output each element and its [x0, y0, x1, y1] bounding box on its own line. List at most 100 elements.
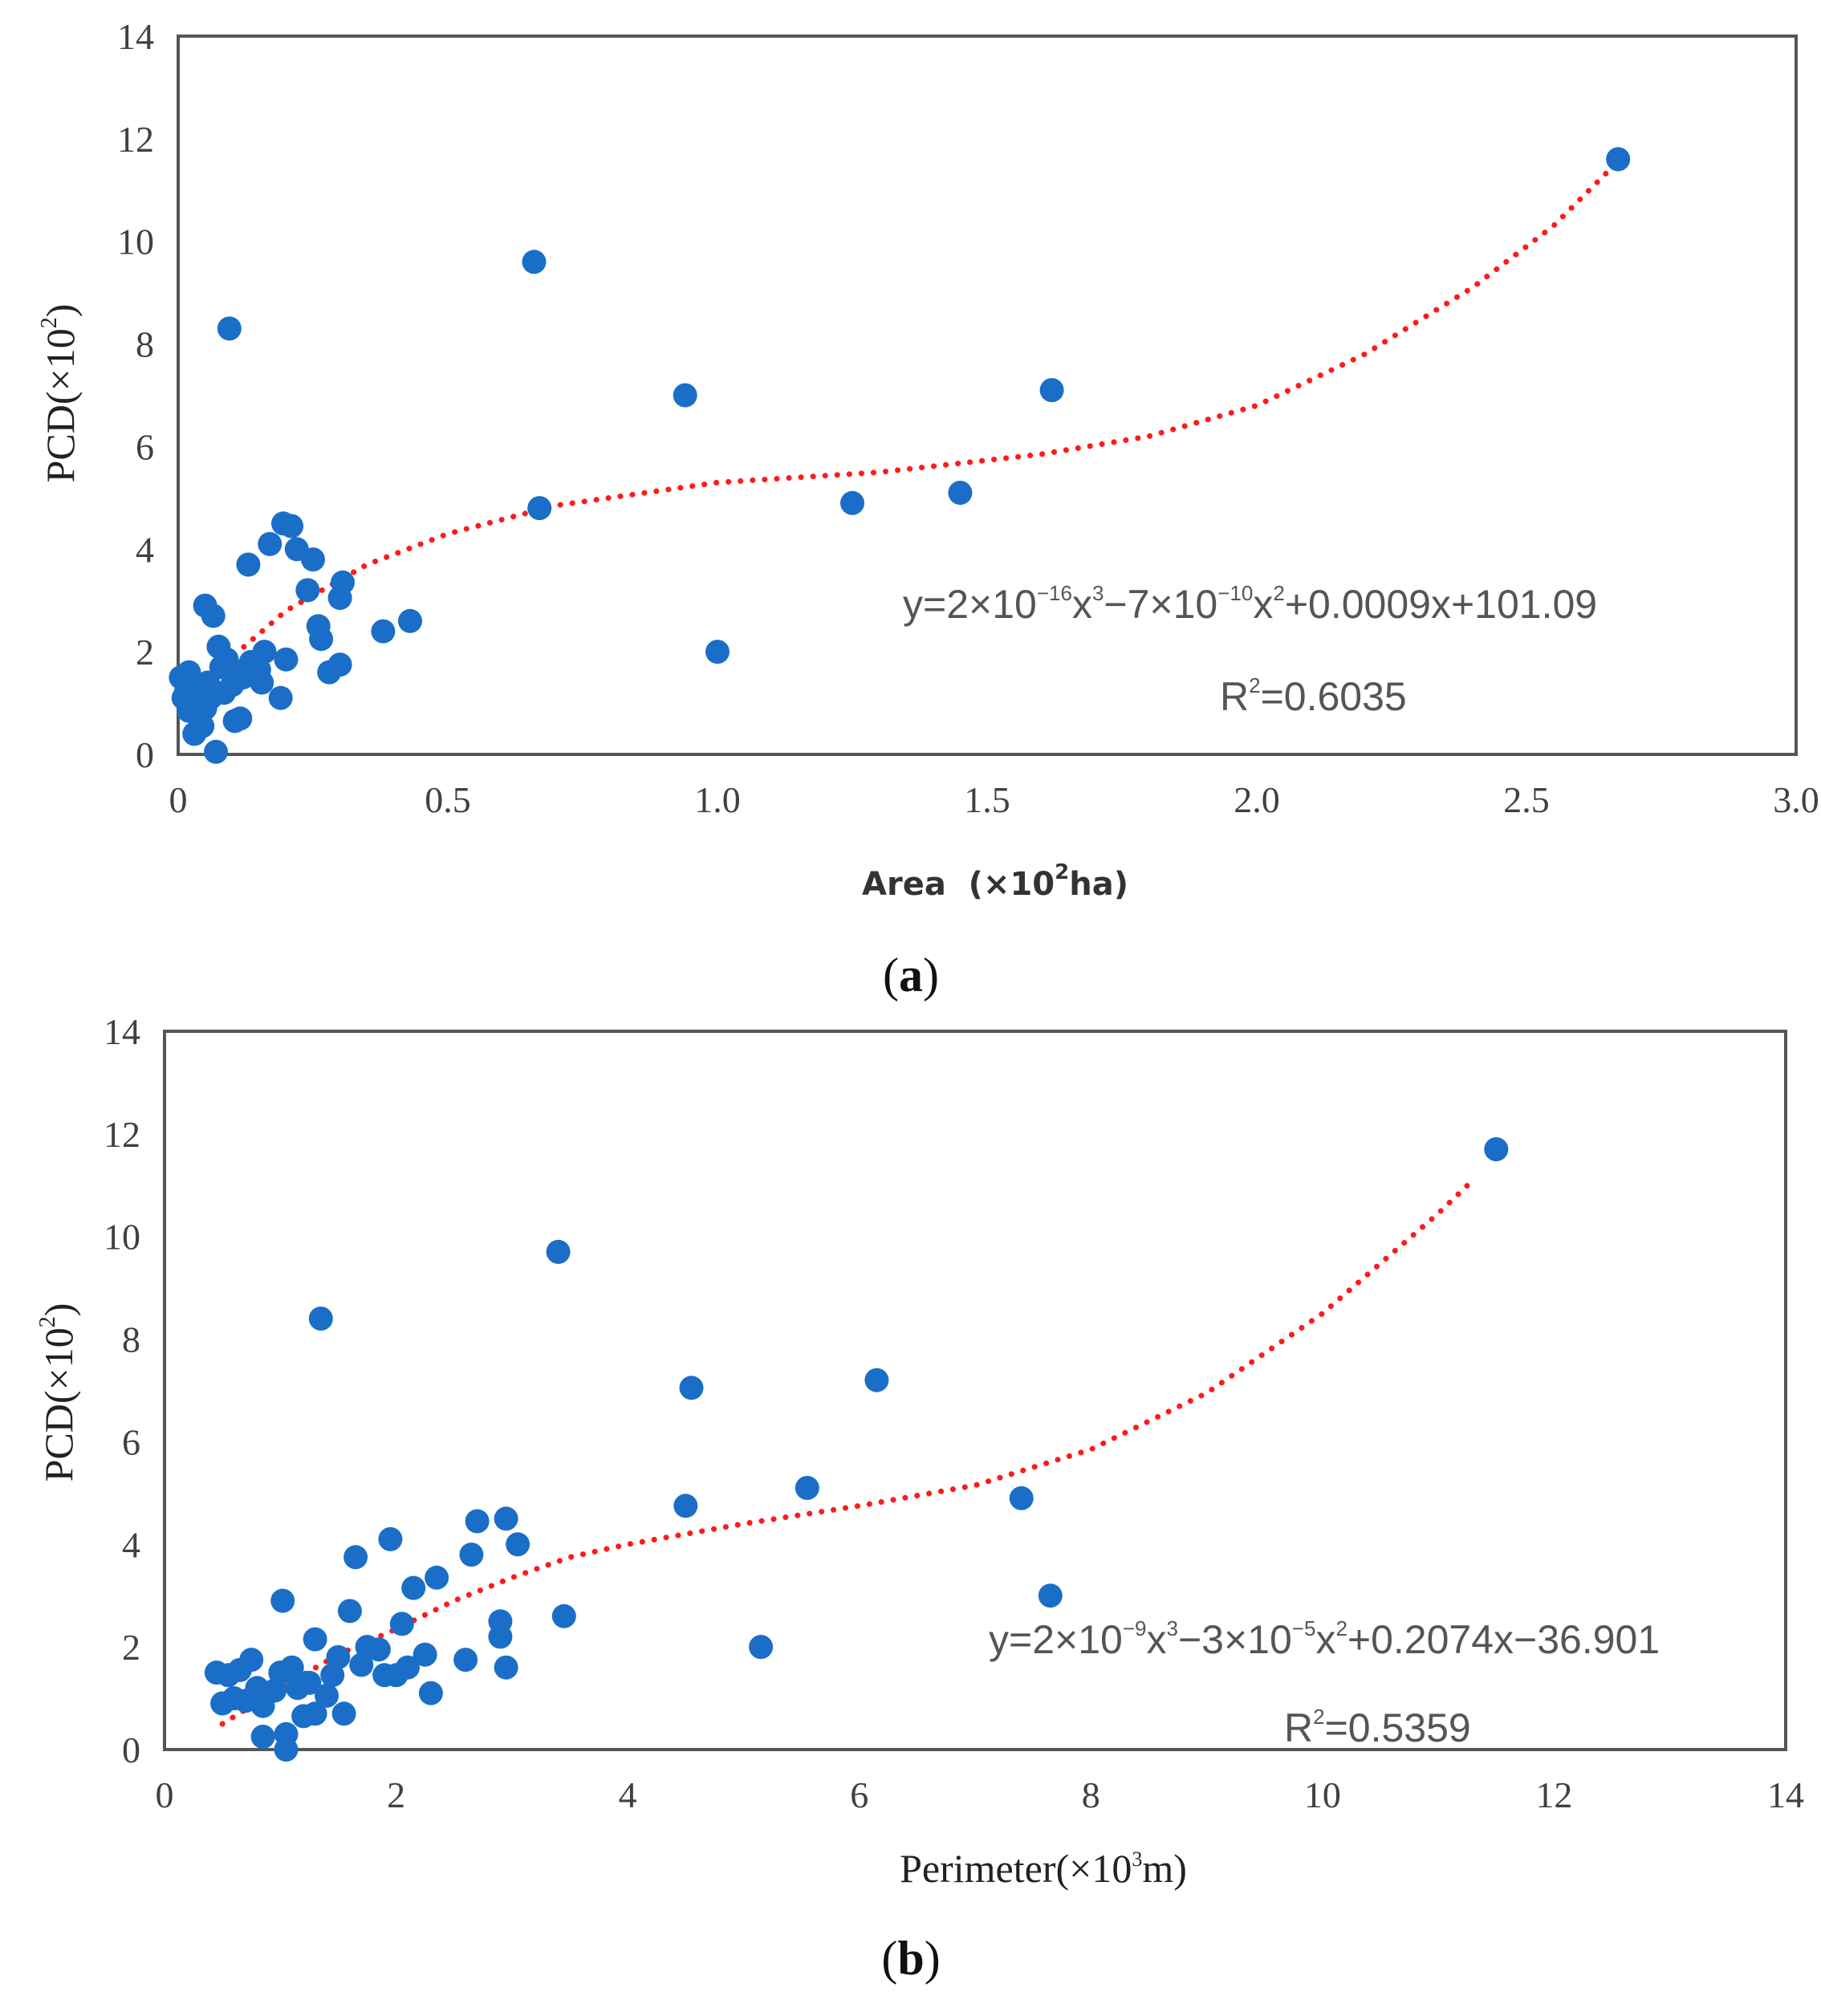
x-tick-label: 2.5: [1503, 779, 1550, 820]
data-point: [301, 547, 325, 572]
data-point: [398, 608, 422, 633]
data-point: [315, 1683, 339, 1708]
data-point: [250, 670, 274, 695]
equation-exponent: −16: [1037, 581, 1072, 605]
caption-letter: b: [897, 1932, 924, 1985]
trendline-equation: y=2×10−9x3−3×10−5x2+0.2074x−36.901: [989, 1616, 1660, 1662]
data-point: [1038, 1583, 1063, 1608]
data-point: [297, 1670, 322, 1695]
data-point: [250, 1725, 275, 1749]
y-tick-label: 12: [117, 119, 154, 160]
equation-part: −7×10: [1104, 582, 1217, 627]
x-tick-label: 2.0: [1234, 779, 1280, 820]
x-tick-label: 3.0: [1773, 779, 1819, 820]
data-point: [337, 1599, 362, 1624]
y-tick-label: 8: [122, 1319, 140, 1360]
x-axis-label-main: Area (×10: [862, 866, 1055, 903]
data-point: [204, 739, 228, 764]
equation-part: −3×10: [1178, 1617, 1292, 1662]
equation-part: x: [1072, 582, 1092, 627]
plot-area: [163, 1030, 1787, 1751]
y-tick-label: 4: [136, 529, 154, 570]
data-point: [459, 1542, 484, 1567]
caption-paren: ): [923, 949, 939, 1002]
x-axis-label-exponent: 3: [1132, 1847, 1142, 1871]
data-point: [331, 570, 355, 595]
data-point: [527, 496, 552, 521]
data-point: [236, 552, 261, 577]
data-point: [401, 1575, 426, 1600]
x-axis-label-main: Perimeter(×10: [900, 1846, 1132, 1891]
y-axis-label-main: PCD(×10: [38, 328, 83, 482]
data-point: [217, 316, 242, 341]
data-point: [389, 1612, 414, 1636]
data-point: [506, 1532, 530, 1557]
equation-exponent: 2: [1335, 1616, 1347, 1640]
x-tick-label: 1.0: [694, 779, 741, 820]
x-tick-label: 0.5: [425, 779, 471, 820]
data-point: [326, 1644, 351, 1669]
x-tick-label: 10: [1304, 1774, 1341, 1815]
x-tick-label: 1.5: [964, 779, 1010, 820]
equation-exponent: 3: [1166, 1616, 1177, 1640]
y-tick-label: 10: [104, 1217, 140, 1258]
r-squared-main: R: [1220, 674, 1249, 719]
equation-exponent: −9: [1123, 1616, 1147, 1640]
data-point: [239, 1648, 264, 1673]
y-tick-label: 14: [117, 16, 154, 57]
y-axis-label-exponent: 2: [35, 1316, 60, 1327]
y-tick-label: 0: [122, 1729, 140, 1770]
equation-part: y=2×10: [903, 582, 1037, 627]
r-squared: R2=0.6035: [1220, 673, 1407, 719]
data-point: [190, 713, 215, 738]
data-point: [378, 1526, 403, 1551]
x-tick-label: 8: [1082, 1774, 1100, 1815]
data-point: [453, 1648, 478, 1673]
data-point: [371, 619, 396, 644]
r-squared-value: =0.6035: [1261, 674, 1407, 719]
y-axis-label: PCD(×102): [37, 304, 83, 483]
y-axis-label-exponent: 2: [37, 317, 62, 328]
data-point: [840, 490, 864, 515]
equation-part: +0.0009x+101.09: [1285, 582, 1597, 627]
data-point: [1009, 1486, 1034, 1510]
data-point: [679, 1376, 704, 1400]
r-squared-main: R: [1284, 1705, 1313, 1750]
data-point: [279, 1655, 304, 1680]
data-point: [413, 1642, 437, 1667]
data-point: [252, 640, 277, 665]
data-point: [749, 1635, 774, 1660]
data-point: [465, 1509, 490, 1534]
equation-exponent: −10: [1217, 581, 1253, 605]
data-point: [546, 1239, 571, 1264]
data-point: [228, 706, 253, 731]
x-tick-label: 6: [850, 1774, 868, 1815]
y-tick-label: 10: [117, 222, 154, 262]
y-tick-label: 14: [104, 1011, 140, 1052]
r-squared-exponent: 2: [1313, 1705, 1324, 1729]
x-tick-label: 0: [169, 779, 188, 820]
data-point: [343, 1545, 368, 1570]
caption-paren: ): [925, 1932, 941, 1985]
data-point: [522, 250, 547, 274]
data-point: [673, 383, 697, 408]
equation-part: x: [1315, 1617, 1335, 1662]
subfigure-caption: (a): [883, 949, 939, 1002]
data-point: [795, 1476, 819, 1500]
y-axis-label-main: PCD(×10: [36, 1327, 81, 1482]
data-point: [551, 1603, 576, 1628]
data-point: [309, 627, 334, 652]
data-point: [327, 652, 352, 677]
x-axis-label-unit: m): [1142, 1846, 1187, 1891]
x-tick-label: 0: [156, 1774, 174, 1815]
equation-exponent: 3: [1092, 581, 1104, 605]
equation-part: y=2×10: [989, 1617, 1123, 1662]
y-tick-label: 6: [122, 1421, 140, 1462]
data-point: [396, 1655, 420, 1680]
data-point: [274, 1738, 299, 1762]
y-axis-label: PCD(×102): [35, 1303, 81, 1482]
data-point: [1039, 378, 1064, 403]
data-point: [268, 685, 293, 710]
